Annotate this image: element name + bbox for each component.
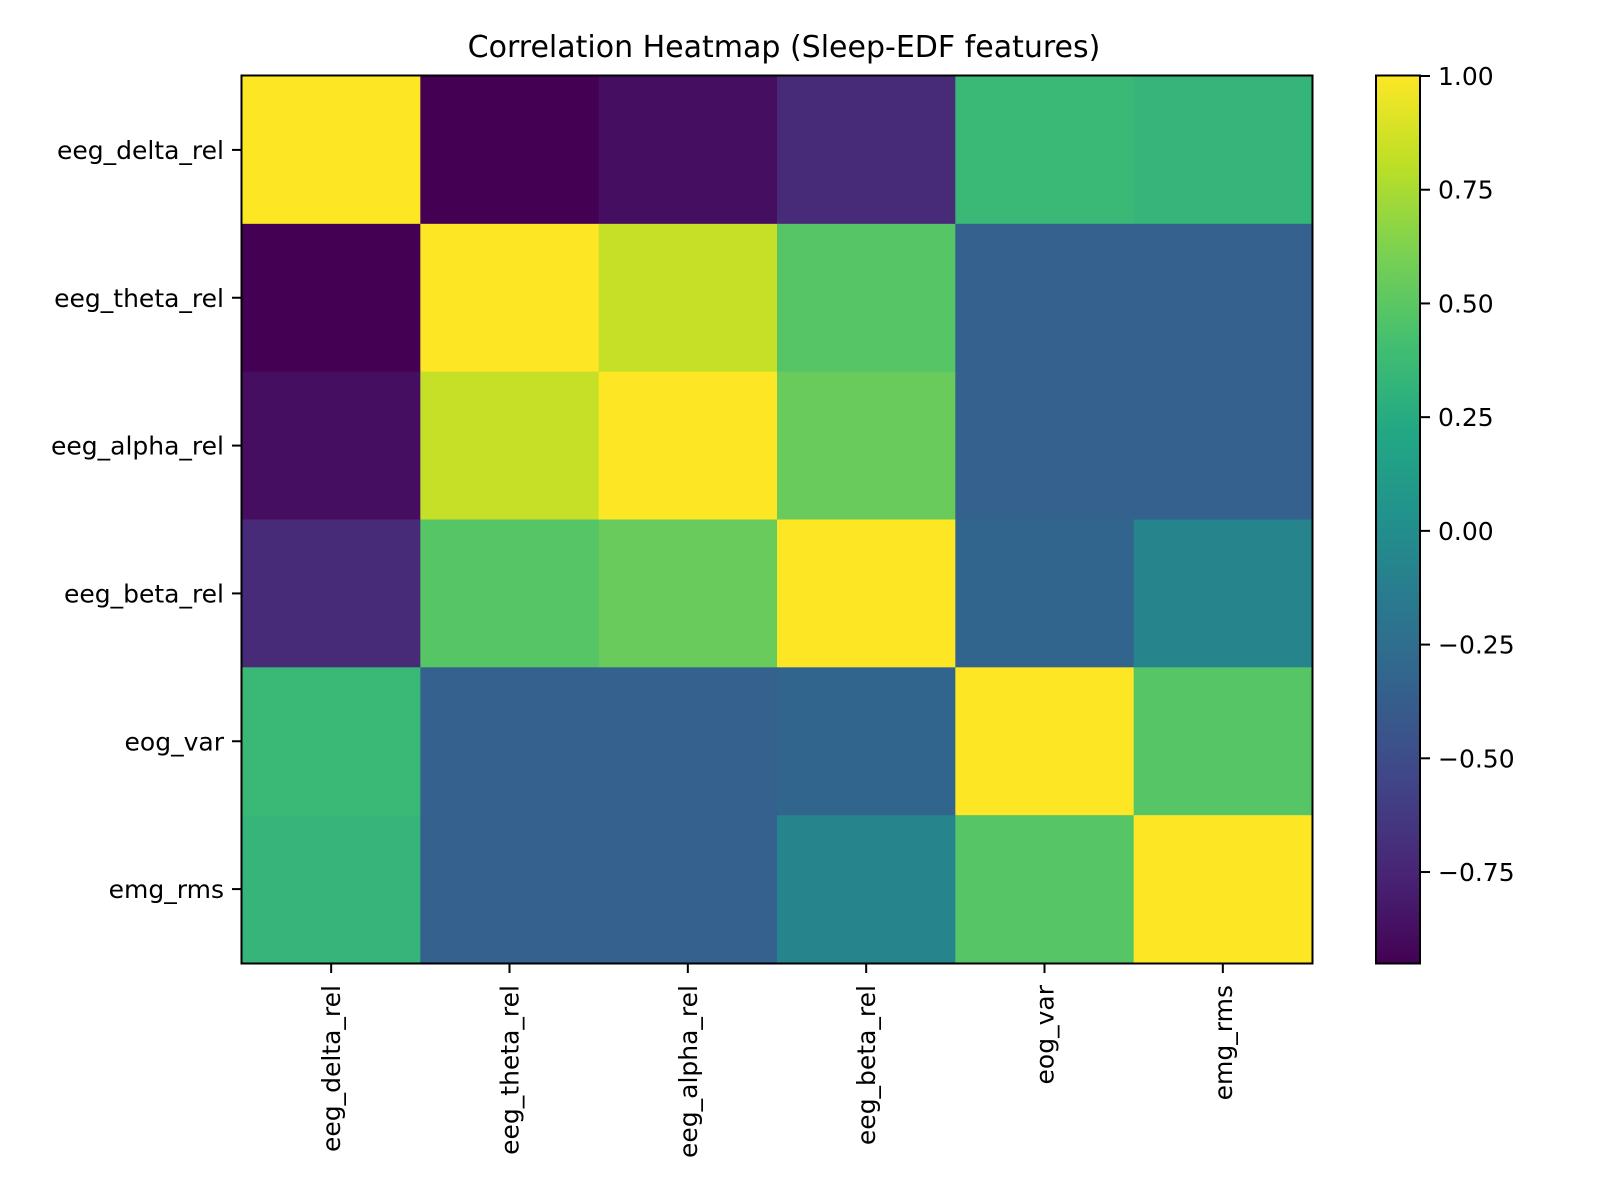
x-tick-label: eeg_theta_rel: [496, 985, 525, 1155]
x-tick-label: eog_var: [1031, 984, 1060, 1084]
heatmap-cell: [1133, 815, 1313, 964]
colorbar-tick-label: −0.50: [1438, 744, 1515, 773]
heatmap-cell: [777, 76, 956, 225]
heatmap-cells: [242, 76, 1313, 964]
heatmap-cell: [242, 371, 421, 521]
chart-title: Correlation Heatmap (Sleep-EDF features): [468, 30, 1101, 65]
colorbar-tick-label: −0.25: [1438, 631, 1515, 660]
heatmap-cell: [1133, 76, 1313, 225]
colorbar: [1375, 74, 1421, 965]
y-tick-label: eeg_theta_rel: [54, 284, 224, 313]
x-tick-label: eeg_alpha_rel: [674, 985, 703, 1158]
heatmap-cell: [777, 667, 956, 816]
x-tick-label: eeg_beta_rel: [852, 985, 881, 1145]
heatmap-cell: [242, 815, 421, 964]
colorbar-tick-label: −0.75: [1438, 858, 1515, 887]
heatmap-cell: [420, 815, 600, 964]
heatmap-cell: [598, 223, 778, 373]
y-tick-label: eeg_beta_rel: [64, 579, 224, 608]
heatmap-cell: [598, 519, 778, 668]
heatmap-cell: [420, 76, 600, 225]
heatmap-cell: [955, 519, 1135, 668]
heatmap-cell: [777, 371, 956, 521]
heatmap-cell: [1133, 667, 1313, 816]
y-tick-label: eog_var: [125, 727, 225, 756]
heatmap-cell: [598, 371, 778, 521]
heatmap-cell: [242, 223, 421, 373]
y-tick-label: eeg_alpha_rel: [51, 432, 224, 461]
colorbar-tick-label: 0.25: [1438, 403, 1494, 432]
heatmap-cell: [955, 815, 1135, 964]
heatmap-cell: [777, 815, 956, 964]
heatmap-cell: [242, 76, 421, 225]
heatmap-cell: [420, 371, 600, 521]
colorbar-ticks: 1.00 0.75 0.50 0.25 0.00 −0.25 −0.50 −0.75: [1420, 62, 1515, 887]
x-tick-label: eeg_delta_rel: [317, 985, 346, 1152]
x-axis: eeg_delta_rel eeg_theta_rel eeg_alpha_rel e…: [317, 963, 1238, 1158]
y-axis: eeg_delta_rel eeg_theta_rel eeg_alpha_rele…: [51, 136, 242, 904]
heatmap-cell: [955, 223, 1135, 373]
y-tick-label: emg_rms: [109, 875, 224, 904]
heatmap-cell: [955, 667, 1135, 816]
heatmap-cell: [420, 223, 600, 373]
x-tick-label: emg_rms: [1209, 985, 1238, 1100]
heatmap-cell: [598, 667, 778, 816]
heatmap-cell: [420, 519, 600, 668]
colorbar-tick-label: 0.75: [1438, 176, 1494, 205]
colorbar-tick-label: 0.50: [1438, 289, 1494, 318]
heatmap-cell: [955, 371, 1135, 521]
plot-frame: [240, 74, 1314, 965]
heatmap-cell: [598, 815, 778, 964]
heatmap-cell: [1133, 223, 1313, 373]
colorbar-tick-label: 1.00: [1438, 62, 1494, 91]
heatmap-cell: [242, 519, 421, 668]
heatmap-cell: [1133, 371, 1313, 521]
heatmap-cell: [777, 223, 956, 373]
heatmap-cell: [777, 519, 956, 668]
heatmap-cell: [955, 76, 1135, 225]
heatmap-cell: [242, 667, 421, 816]
y-tick-label: eeg_delta_rel: [57, 136, 224, 165]
heatmap-cell: [1133, 519, 1313, 668]
colorbar-tick-label: 0.00: [1438, 517, 1494, 546]
heatmap-cell: [598, 76, 778, 225]
heatmap-cell: [420, 667, 600, 816]
